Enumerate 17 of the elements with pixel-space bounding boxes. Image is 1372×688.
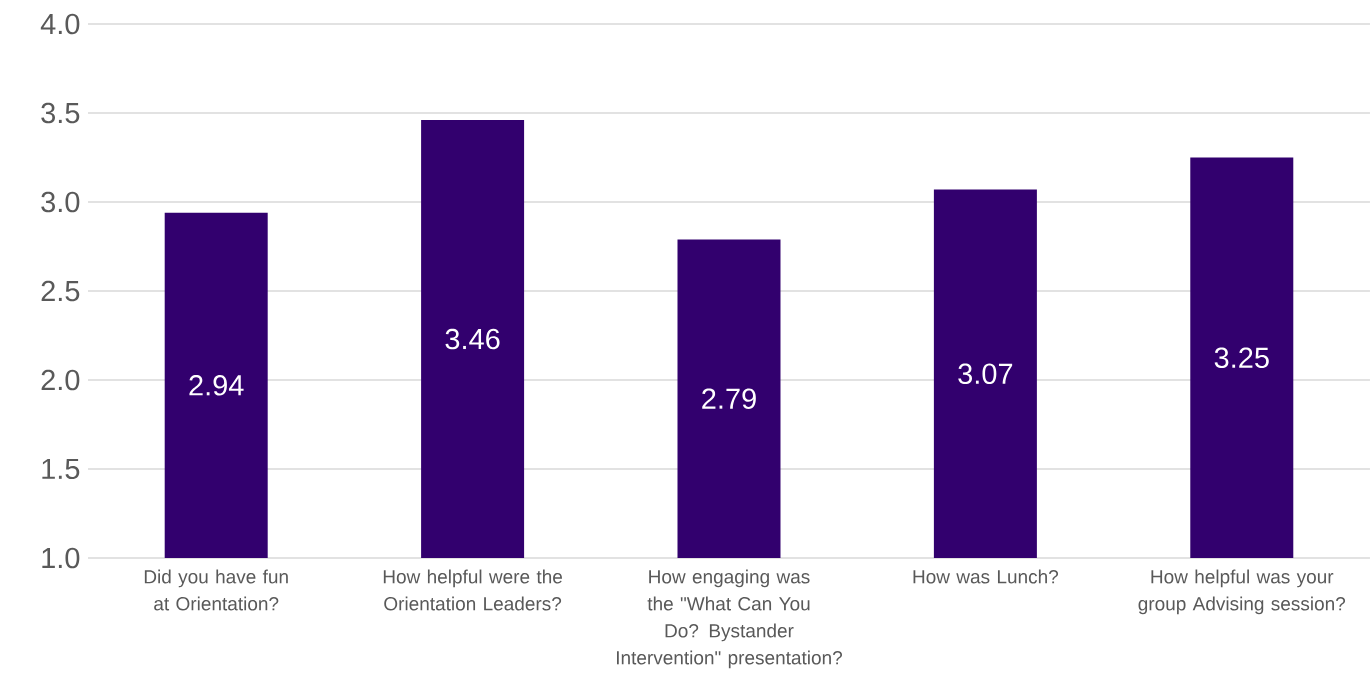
x-tick-label: How helpful was your group Advising session? <box>1138 569 1346 615</box>
y-tick-label: 1.5 <box>42 458 80 480</box>
x-tick-label: How was Lunch? <box>913 569 1059 584</box>
y-tick-label: 3.5 <box>41 102 80 124</box>
data-label: 3.25 <box>1214 347 1269 369</box>
y-tick-label: 3.0 <box>41 191 80 213</box>
y-tick-label: 2.5 <box>41 280 80 302</box>
data-label: 2.94 <box>189 375 244 396</box>
x-tick-label: Did you have fun at Orientation? <box>144 569 288 611</box>
y-tick-label: 2.0 <box>41 369 80 391</box>
y-tick-label: 1.0 <box>42 547 80 569</box>
y-tick-label: 4.0 <box>40 13 80 35</box>
x-tick-label: How helpful were the Orientation Leaders? <box>383 569 562 611</box>
x-tick-label: How engaging was the "What Can You Do? Bystander Intervention" presentation? <box>617 569 843 669</box>
data-label: 3.07 <box>958 363 1013 385</box>
data-label: 3.46 <box>445 328 500 350</box>
data-label: 2.79 <box>702 388 756 409</box>
